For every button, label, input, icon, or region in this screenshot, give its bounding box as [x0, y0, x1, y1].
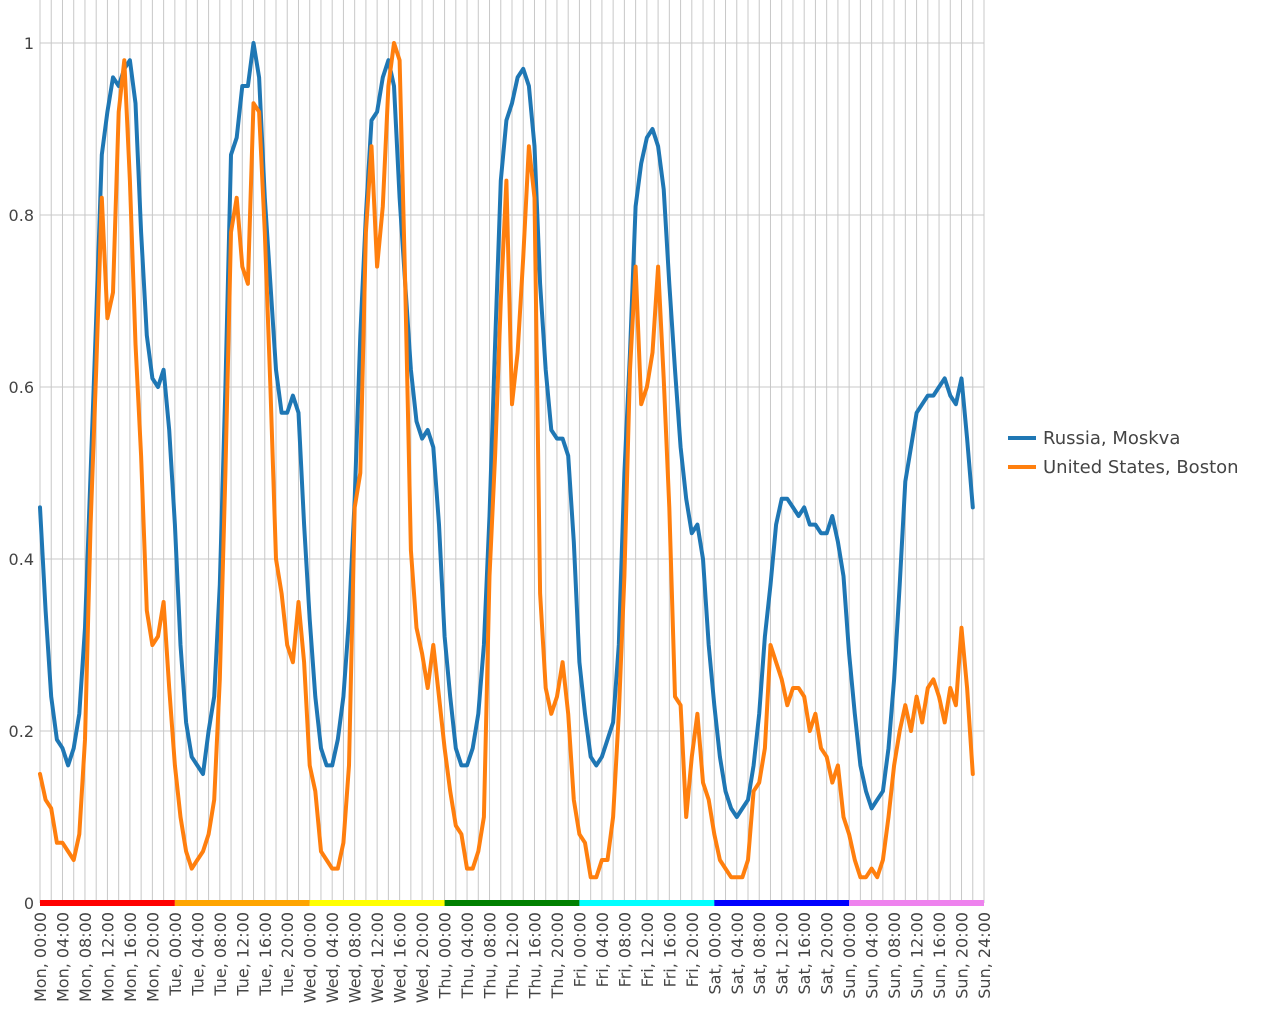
plot-area: [38, 41, 975, 880]
x-tick-label: Tue, 12:00: [233, 912, 252, 997]
x-tick-label: Mon, 20:00: [143, 912, 162, 1002]
x-axis: Mon, 00:00 Mon, 04:00 Mon, 08:00 Mon, 12:00…: [31, 912, 994, 1003]
x-tick-label: Fri, 16:00: [660, 912, 679, 987]
x-tick-label: Thu, 00:00: [436, 912, 455, 999]
day-band-mon: [40, 900, 175, 906]
legend-label: United States, Boston: [1043, 457, 1239, 478]
x-tick-label: Mon, 16:00: [121, 912, 140, 1002]
y-tick-label: 0.6: [9, 378, 34, 397]
day-band-sun: [849, 900, 984, 906]
x-tick-label: Wed, 00:00: [301, 912, 320, 1003]
day-band-fri: [579, 900, 715, 906]
day-band-strip: [40, 900, 984, 906]
x-tick-label: Sat, 08:00: [750, 912, 769, 995]
x-tick-label: Sat, 04:00: [728, 912, 747, 995]
x-tick-label: Sun, 20:00: [953, 912, 972, 999]
x-tick-label: Sat, 12:00: [773, 912, 792, 995]
grid: [39, 0, 985, 903]
y-tick-label: 0.8: [9, 206, 34, 225]
legend-label: Russia, Moskva: [1043, 428, 1180, 449]
x-tick-label: Fri, 04:00: [593, 912, 612, 987]
x-tick-label: Sun, 08:00: [885, 912, 904, 999]
y-axis: 0 0.2 0.4 0.6 0.8 1: [9, 34, 34, 913]
x-tick-label: Sun, 16:00: [930, 912, 949, 999]
day-band-thu: [444, 900, 580, 906]
x-tick-label: Sun, 04:00: [863, 912, 882, 999]
x-tick-label: Tue, 00:00: [166, 912, 185, 997]
x-tick-label: Sun, 00:00: [840, 912, 859, 999]
y-tick-label: 0.2: [9, 722, 34, 741]
x-tick-label: Mon, 00:00: [31, 912, 50, 1002]
x-tick-label: Fri, 00:00: [570, 912, 589, 987]
x-tick-label: Sun, 12:00: [908, 912, 927, 999]
x-tick-label: Sat, 00:00: [705, 912, 724, 995]
x-tick-label: Tue, 04:00: [188, 912, 207, 997]
x-tick-label: Tue, 08:00: [211, 912, 230, 997]
series-line-1: [38, 41, 975, 880]
x-tick-label: Wed, 08:00: [346, 912, 365, 1003]
y-tick-label: 0.4: [9, 550, 34, 569]
x-tick-label: Thu, 04:00: [458, 912, 477, 999]
x-tick-label: Mon, 08:00: [76, 912, 95, 1002]
x-tick-label: Tue, 20:00: [278, 912, 297, 997]
x-tick-label: Thu, 12:00: [503, 912, 522, 999]
x-tick-label: Tue, 16:00: [256, 912, 275, 997]
x-tick-label: Mon, 04:00: [53, 912, 72, 1002]
x-tick-label: Fri, 12:00: [638, 912, 657, 987]
series-line-0: [38, 41, 975, 819]
day-band-tue: [174, 900, 310, 906]
x-tick-label: Wed, 04:00: [323, 912, 342, 1003]
x-tick-label: Wed, 16:00: [391, 912, 410, 1003]
legend[interactable]: Russia, Moskva United States, Boston: [1008, 428, 1239, 478]
day-band-wed: [309, 900, 445, 906]
x-tick-label: Thu, 20:00: [548, 912, 567, 999]
y-tick-label: 0: [24, 894, 34, 913]
x-tick-label: Wed, 12:00: [368, 912, 387, 1003]
x-tick-label: Wed, 20:00: [413, 912, 432, 1003]
x-tick-label: Sat, 20:00: [818, 912, 837, 995]
x-tick-label: Sun, 24:00: [975, 912, 994, 999]
y-tick-label: 1: [24, 34, 34, 53]
x-tick-label: Thu, 16:00: [525, 912, 544, 999]
x-tick-label: Thu, 08:00: [481, 912, 500, 999]
x-tick-label: Fri, 20:00: [683, 912, 702, 987]
x-tick-label: Sat, 16:00: [795, 912, 814, 995]
x-tick-label: Mon, 12:00: [98, 912, 117, 1002]
x-tick-label: Fri, 08:00: [615, 912, 634, 987]
day-band-sat: [714, 900, 850, 906]
